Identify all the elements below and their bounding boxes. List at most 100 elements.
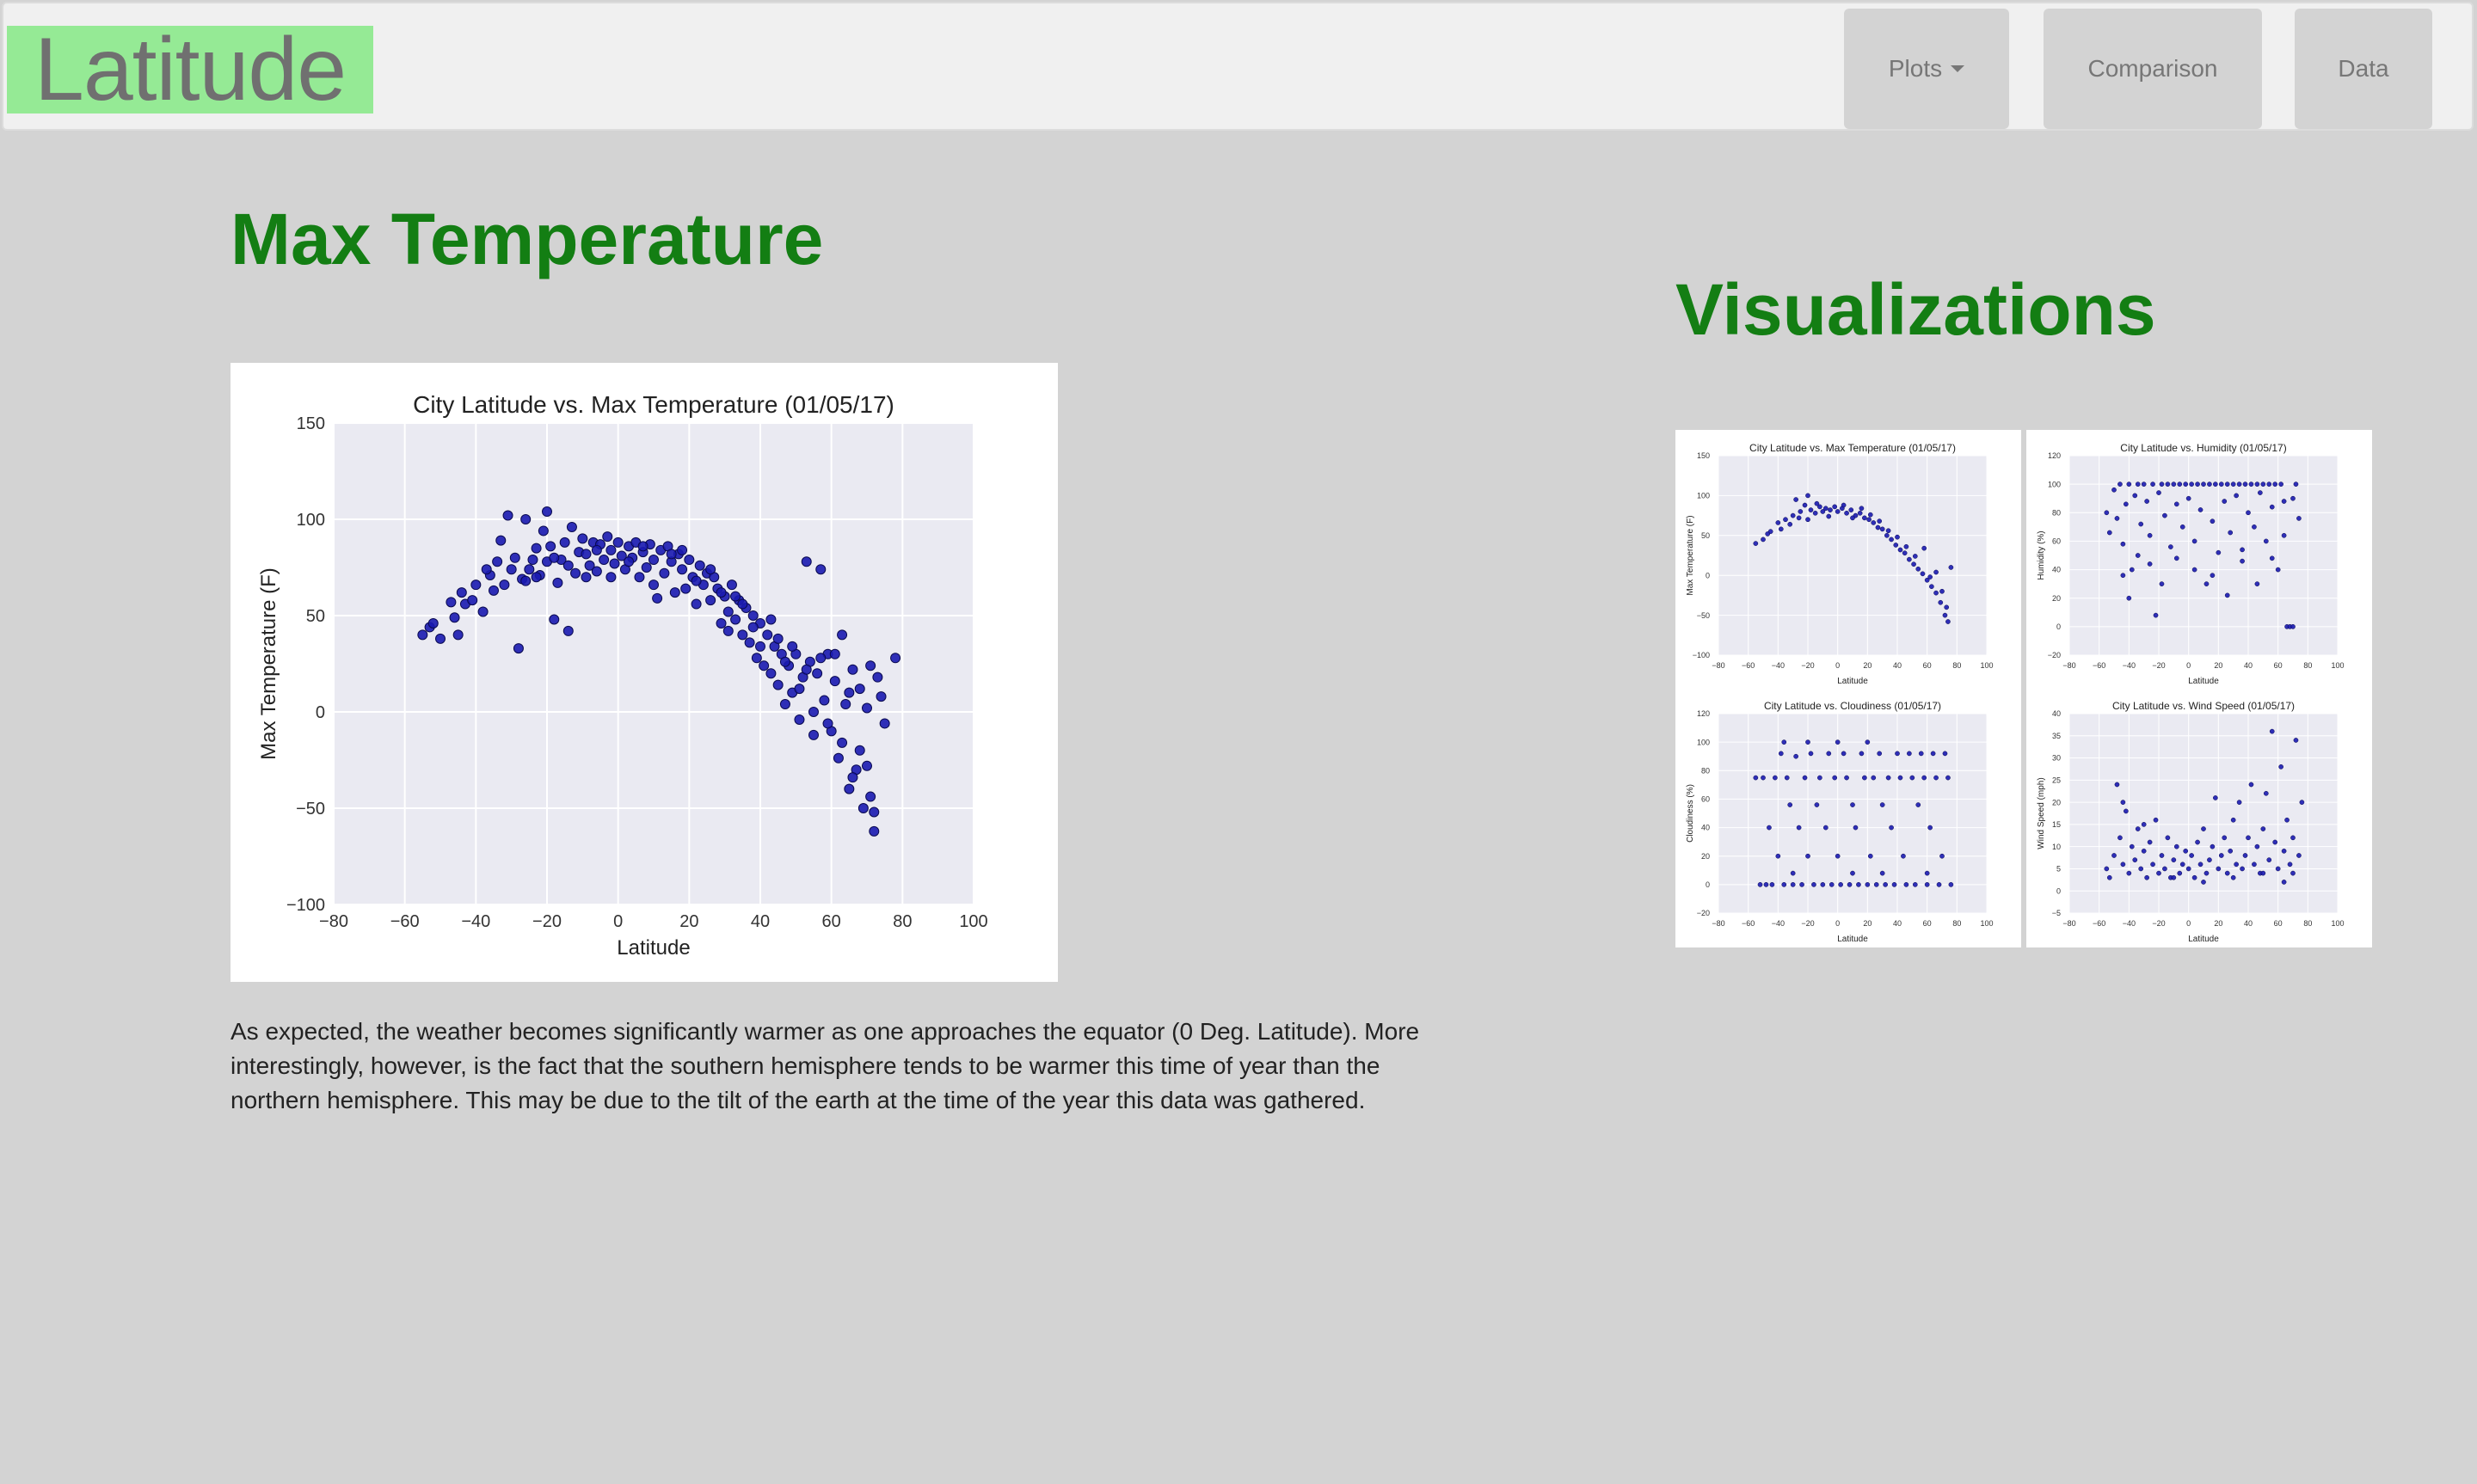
data-point (2179, 524, 2185, 530)
data-point (509, 552, 520, 563)
y-tick-label: 150 (1697, 451, 1710, 460)
data-point (2278, 764, 2283, 770)
x-tick-label: −60 (1742, 661, 1755, 670)
data-point (1859, 506, 1865, 512)
x-tick-label: 60 (2274, 661, 2283, 670)
data-point (1820, 882, 1826, 887)
y-tick-label: 80 (1701, 766, 1710, 775)
data-point (1867, 512, 1873, 518)
data-point (2240, 558, 2245, 564)
comparison-link[interactable]: Comparison (2044, 9, 2262, 129)
data-point (2191, 874, 2197, 880)
data-point (669, 587, 680, 598)
data-point (1805, 517, 1810, 523)
data-point (2240, 547, 2245, 553)
data-point (2173, 501, 2179, 507)
data-point (2159, 581, 2165, 586)
thumbnail-column-left: −80 −60 −40 −20 0 20 40 60 80 100 −100 −50 0 50 100 150… (1675, 430, 2021, 947)
x-tick-label: 20 (1863, 661, 1872, 670)
data-point (1805, 853, 1810, 859)
data-point (1848, 507, 1854, 512)
data-link[interactable]: Data (2295, 9, 2432, 129)
thumbnail-cloudiness[interactable]: −80 −60 −40 −20 0 20 40 60 80 100 −20 0 20 40 60 80 100 1… (1675, 688, 2021, 946)
y-axis-label: Humidity (%) (2037, 530, 2046, 579)
x-tick-label: −60 (2093, 661, 2105, 670)
data-point (1948, 565, 1954, 570)
y-tick-label: 100 (1697, 492, 1710, 500)
x-tick-label: 40 (1893, 661, 1902, 670)
data-point (747, 622, 759, 633)
data-point (2141, 481, 2147, 487)
data-point (2117, 835, 2123, 841)
data-point (2201, 481, 2206, 487)
data-point (616, 550, 627, 561)
data-point (865, 791, 876, 802)
x-tick-label: 80 (1952, 661, 1961, 670)
brand-link[interactable]: Latitude (7, 25, 373, 114)
data-point (2132, 493, 2138, 499)
data-point (1822, 506, 1829, 512)
thumbnail-humidity[interactable]: −80 −60 −40 −20 0 20 40 60 80 100 −20 0 20 40 60 80 100 1… (2026, 430, 2372, 688)
data-point (2299, 800, 2305, 805)
data-point (1944, 604, 1950, 610)
data-point (1857, 510, 1863, 516)
x-tick-label: −40 (1772, 661, 1785, 670)
data-point (1871, 520, 1877, 525)
data-point (869, 806, 880, 818)
data-point (1753, 775, 1759, 781)
data-point (751, 653, 762, 664)
data-point (794, 684, 805, 695)
data-point (837, 629, 848, 641)
data-point (684, 555, 695, 566)
data-point (2210, 573, 2216, 579)
data-point (2114, 516, 2120, 521)
data-point (772, 679, 784, 690)
x-tick-label: 80 (2303, 919, 2312, 928)
data-point (552, 577, 563, 588)
data-point (2159, 481, 2165, 487)
data-point (2156, 490, 2161, 495)
plots-label: Plots (1888, 55, 1943, 82)
plots-dropdown-button[interactable]: Plots (1844, 9, 2009, 129)
data-point (2183, 848, 2189, 854)
x-tick-label: 60 (1923, 661, 1932, 670)
data-point (2236, 800, 2242, 805)
x-tick-label: 20 (2214, 919, 2222, 928)
data-point (2230, 874, 2236, 880)
page-title: Max Temperature (230, 199, 824, 279)
x-tick-label: 80 (893, 912, 912, 931)
data-point (1753, 541, 1759, 546)
thumbnail-max-temperature[interactable]: −80 −60 −40 −20 0 20 40 60 80 100 −100 −50 0 50 100 150… (1675, 430, 2021, 688)
data-point (2147, 839, 2153, 845)
thumbnail-wind-speed[interactable]: −80 −60 −40 −20 0 20 40 60 80 100 −5 0 5 10 15 20 25 30 35… (2026, 688, 2372, 946)
data-point (1862, 775, 1867, 781)
data-point (481, 564, 492, 575)
y-tick-label: 20 (2052, 594, 2061, 603)
data-point (1853, 825, 1859, 831)
data-point (1793, 753, 1798, 759)
data-point (1915, 566, 1921, 572)
data-point (1828, 507, 1833, 512)
data-point (1757, 882, 1763, 887)
chart-title: City Latitude vs. Cloudiness (01/05/17) (1764, 700, 1941, 712)
data-point (716, 587, 727, 598)
data-point (1867, 853, 1873, 859)
data-point (2263, 538, 2269, 544)
data-point (833, 752, 844, 763)
x-tick-label: 60 (1923, 919, 1932, 928)
data-point (1866, 517, 1872, 523)
y-tick-label: 40 (2052, 566, 2061, 574)
x-axis-label: Latitude (1837, 677, 1868, 686)
data-point (772, 633, 784, 644)
data-point (2135, 481, 2141, 487)
data-point (730, 591, 741, 602)
data-point (1832, 504, 1838, 510)
data-point (666, 549, 677, 560)
data-point (1903, 882, 1909, 887)
data-point (2269, 504, 2275, 510)
data-point (865, 660, 876, 671)
data-point (2234, 493, 2239, 499)
data-point (520, 575, 532, 586)
data-point (2162, 512, 2167, 518)
data-point (2296, 516, 2302, 521)
